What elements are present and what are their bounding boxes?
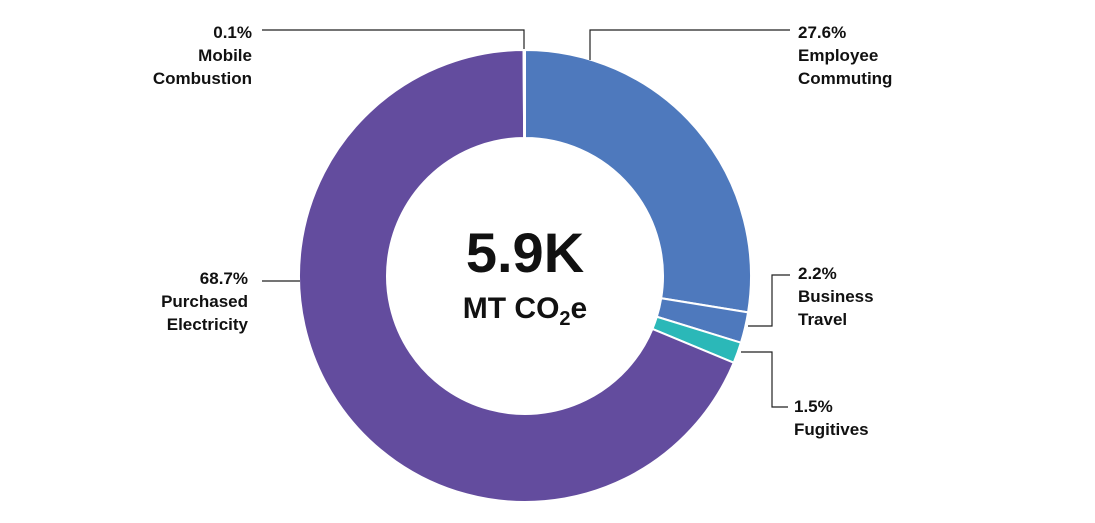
leader-lines <box>262 29 790 408</box>
label-fugitives: 1.5% Fugitives <box>794 397 869 439</box>
percent-label: 68.7% <box>200 269 248 288</box>
percent-label: 27.6% <box>798 23 846 42</box>
unit-suffix: e <box>571 292 588 325</box>
slice-employee-commuting <box>524 48 752 314</box>
label-purchased-electricity: 68.7% Purchased Electricity <box>161 269 248 334</box>
leader-line-employee-commuting <box>589 29 790 60</box>
unit-prefix: MT CO <box>463 292 560 325</box>
center-unit-label: MT CO2e <box>463 292 587 330</box>
donut-slices <box>298 48 752 503</box>
category-label: Business <box>798 287 874 306</box>
slice-labels: 27.6% Employee Commuting 2.2% Business Travel… <box>153 23 893 439</box>
category-label: Purchased <box>161 292 248 311</box>
label-mobile-combustion: 0.1% Mobile Combustion <box>153 23 252 88</box>
category-label: Employee <box>798 46 878 65</box>
label-business-travel: 2.2% Business Travel <box>798 264 874 329</box>
category-label: Combustion <box>153 69 252 88</box>
slice-purchased-electricity <box>298 48 736 503</box>
percent-label: 0.1% <box>213 23 252 42</box>
leader-line-business-travel <box>748 274 790 327</box>
leader-line-mobile-combustion <box>262 29 525 49</box>
category-label: Mobile <box>198 46 252 65</box>
center-label: 5.9K MT CO2e <box>463 221 587 330</box>
slice-mobile-combustion <box>522 48 526 140</box>
category-label: Travel <box>798 310 847 329</box>
label-employee-commuting: 27.6% Employee Commuting <box>798 23 892 88</box>
category-label: Fugitives <box>794 420 869 439</box>
leader-line-fugitives <box>741 351 788 408</box>
category-label: Electricity <box>167 315 249 334</box>
percent-label: 1.5% <box>794 397 833 416</box>
percent-label: 2.2% <box>798 264 837 283</box>
center-total-value: 5.9K <box>466 221 584 284</box>
category-label: Commuting <box>798 69 892 88</box>
unit-subscript: 2 <box>559 308 570 330</box>
